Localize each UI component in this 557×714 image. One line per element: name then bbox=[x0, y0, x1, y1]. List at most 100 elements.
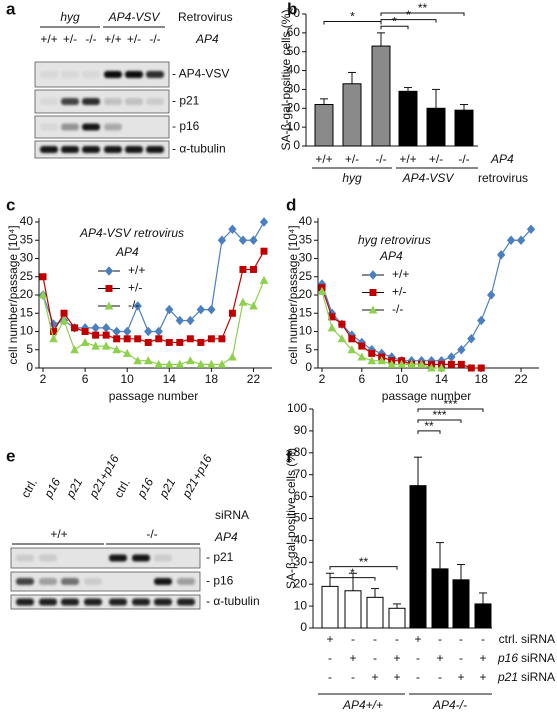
series-line bbox=[42, 250, 265, 344]
marker bbox=[134, 335, 142, 343]
marker bbox=[447, 352, 456, 362]
group-label: AP4-VSV bbox=[108, 10, 161, 24]
significance-line bbox=[380, 25, 409, 30]
marker bbox=[154, 359, 164, 368]
marker bbox=[516, 235, 526, 246]
row-sign: + bbox=[393, 670, 400, 684]
bar bbox=[366, 596, 384, 629]
lane-label: +/- bbox=[63, 32, 77, 46]
significance-line bbox=[329, 577, 376, 581]
marker bbox=[92, 331, 100, 339]
bar bbox=[388, 607, 406, 629]
marker bbox=[122, 348, 132, 357]
row-sign: + bbox=[479, 651, 486, 665]
panel-label: f bbox=[286, 447, 292, 466]
row-sign: - bbox=[481, 632, 485, 646]
marker bbox=[387, 359, 397, 368]
band bbox=[61, 98, 79, 105]
x-tick-label: +/+ bbox=[315, 152, 332, 166]
marker bbox=[228, 224, 237, 235]
marker bbox=[238, 235, 248, 246]
marker bbox=[91, 323, 100, 333]
row-name: ctrl. bbox=[499, 632, 518, 646]
marker bbox=[397, 359, 406, 368]
row-sign: - bbox=[328, 651, 332, 665]
marker bbox=[81, 328, 89, 335]
group-title: AP4 bbox=[214, 530, 238, 544]
marker bbox=[176, 338, 184, 346]
row-sign: + bbox=[371, 670, 378, 684]
category-title: AP4 bbox=[490, 152, 514, 166]
row-unit: siRNA bbox=[521, 651, 555, 665]
band bbox=[16, 554, 34, 562]
y-tick-label: 30 bbox=[20, 251, 34, 265]
marker bbox=[39, 273, 47, 281]
marker bbox=[417, 359, 426, 368]
bar bbox=[344, 590, 362, 629]
legend-title: AP4 bbox=[379, 249, 403, 263]
band bbox=[39, 578, 57, 585]
blot-strip bbox=[34, 115, 170, 139]
y-tick-label: 20 bbox=[294, 576, 308, 590]
x-tick-label: 2 bbox=[40, 372, 47, 386]
significance-label: * bbox=[350, 10, 355, 24]
band bbox=[154, 598, 172, 606]
x-tick-label: 14 bbox=[435, 372, 449, 386]
band bbox=[82, 98, 100, 105]
marker bbox=[218, 335, 226, 343]
x-tick-label: 2 bbox=[319, 372, 326, 386]
marker bbox=[259, 275, 269, 284]
x-tick-label: 10 bbox=[395, 372, 409, 386]
bar bbox=[431, 568, 449, 629]
y-tick-label: 35 bbox=[299, 232, 313, 246]
band bbox=[16, 578, 34, 585]
marker bbox=[368, 270, 378, 280]
blot-strip bbox=[34, 140, 170, 159]
x-tick-label: 22 bbox=[247, 372, 261, 386]
band bbox=[61, 578, 79, 585]
band bbox=[146, 146, 164, 153]
significance-line bbox=[380, 12, 465, 17]
y-tick-label: 50 bbox=[294, 511, 308, 525]
marker bbox=[123, 326, 132, 337]
y-tick-label: 5 bbox=[305, 342, 312, 356]
row-sign: + bbox=[349, 651, 356, 665]
marker bbox=[467, 364, 475, 372]
band bbox=[104, 71, 122, 78]
marker bbox=[143, 356, 153, 365]
band bbox=[177, 598, 195, 606]
panel-label: b bbox=[287, 0, 297, 18]
lane-label: -/- bbox=[85, 32, 96, 46]
marker bbox=[144, 326, 153, 337]
bar bbox=[426, 107, 446, 147]
marker bbox=[239, 265, 247, 273]
bar bbox=[342, 83, 362, 147]
marker bbox=[197, 338, 205, 346]
marker bbox=[207, 359, 216, 368]
y-tick-label: 40 bbox=[287, 63, 301, 77]
lane-label: ctrl. bbox=[111, 476, 133, 500]
marker bbox=[526, 224, 536, 235]
marker bbox=[112, 345, 122, 354]
band-label: - p16 bbox=[206, 574, 234, 588]
blot-strip bbox=[10, 594, 201, 610]
marker bbox=[104, 301, 114, 310]
band bbox=[61, 71, 79, 78]
marker bbox=[155, 335, 163, 343]
blot-strip bbox=[10, 547, 201, 569]
y-tick-label: 10 bbox=[299, 324, 313, 338]
marker bbox=[407, 359, 416, 368]
band bbox=[39, 598, 57, 606]
y-tick-label: 50 bbox=[287, 44, 301, 58]
group-title: Retrovirus bbox=[178, 10, 233, 24]
row-sign: - bbox=[438, 632, 442, 646]
marker bbox=[427, 363, 436, 372]
group-label: AP4-VSV bbox=[402, 171, 455, 185]
y-tick-label: 60 bbox=[287, 25, 301, 39]
marker bbox=[357, 352, 367, 361]
marker bbox=[154, 326, 163, 337]
significance-label: *** bbox=[443, 397, 457, 411]
row-sign: + bbox=[414, 632, 421, 646]
band bbox=[104, 98, 122, 105]
x-tick-label: 6 bbox=[82, 372, 89, 386]
